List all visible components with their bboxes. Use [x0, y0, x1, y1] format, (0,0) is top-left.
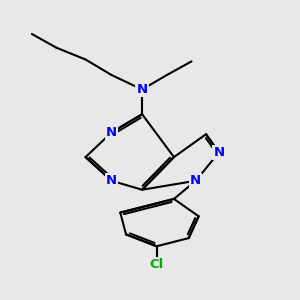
- Text: N: N: [136, 83, 148, 96]
- Text: Cl: Cl: [149, 258, 164, 271]
- Text: N: N: [106, 126, 117, 139]
- Text: N: N: [190, 174, 201, 187]
- Text: N: N: [213, 146, 224, 159]
- Text: N: N: [106, 174, 117, 187]
